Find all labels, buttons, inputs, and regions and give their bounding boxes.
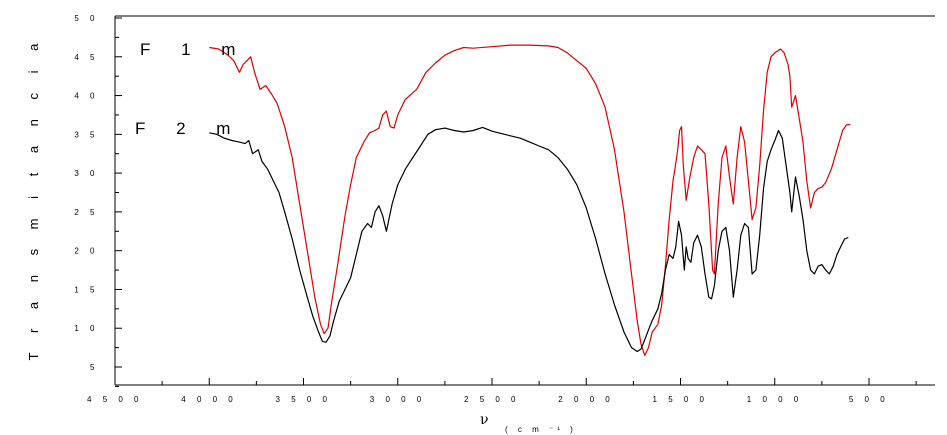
x-tick-label: 4 5 0 0 — [87, 395, 143, 404]
series-label-2: F 2 m — [135, 119, 230, 138]
y-tick-label: 3 0 — [74, 169, 99, 178]
x-tick-label: 5 0 0 — [849, 395, 889, 404]
x-tick-label: 3 5 0 0 — [276, 395, 332, 404]
y-tick-label: 1 0 — [74, 324, 99, 333]
x-axis-title: ν — [480, 412, 489, 428]
y-tick-label: 2 0 — [74, 247, 99, 256]
y-tick-label: 5 — [90, 363, 99, 372]
x-tick-label: 3 0 0 0 — [370, 395, 426, 404]
x-tick-label: 1 0 0 0 — [747, 395, 803, 404]
x-tick-label: 4 0 0 0 — [181, 395, 237, 404]
x-tick-label: 1 5 0 0 — [653, 395, 709, 404]
y-tick-label: 5 0 — [74, 14, 99, 23]
y-axis-title: T r a n s m i t a n c i a — [26, 36, 41, 361]
x-tick-label: 2 5 0 0 — [464, 395, 520, 404]
series-label-1: F 1 m — [140, 40, 235, 59]
y-tick-label: 1 5 — [74, 285, 99, 294]
x-axis-ticks: 4 5 0 0 4 0 0 0 3 5 0 0 3 0 0 0 2 5 0 0 2 0 0… — [87, 378, 916, 404]
x-axis-unit: ( c m ⁻¹ ) — [505, 425, 577, 434]
y-tick-label: 2 5 — [74, 208, 99, 217]
y-tick-label: 4 0 — [74, 92, 99, 101]
series-line-1 — [209, 45, 850, 355]
x-tick-label: 2 0 0 0 — [558, 395, 614, 404]
y-tick-label: 3 5 — [74, 130, 99, 139]
series-group — [209, 45, 850, 355]
y-tick-label: 4 5 — [74, 53, 99, 62]
labels-group: F 1 m F 2 m — [135, 40, 235, 138]
